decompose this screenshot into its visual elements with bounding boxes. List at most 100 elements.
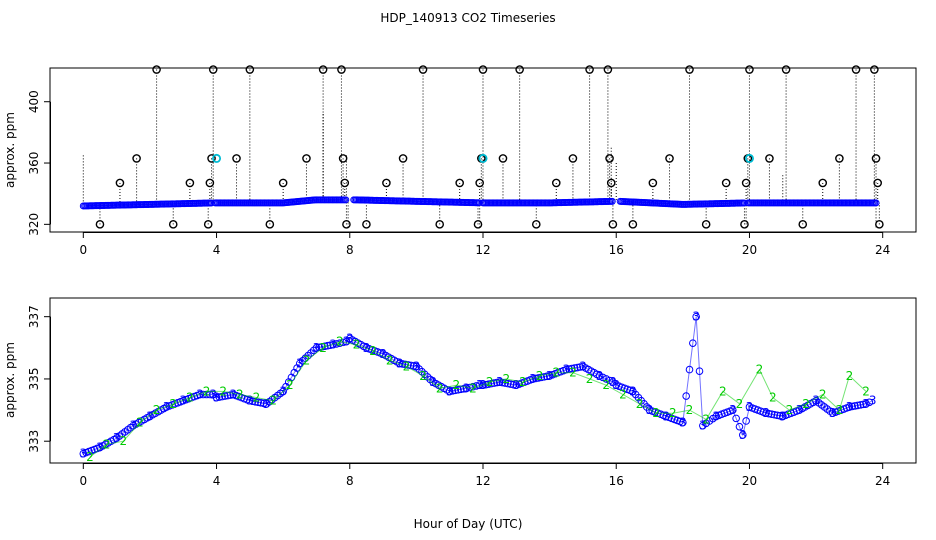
series-3-point [454,386,462,394]
series-3-label: 3 [679,416,687,430]
series-3-label: 3 [739,428,747,442]
outlier-point [606,178,616,188]
baseline-point [872,199,880,207]
series-3-point [215,393,224,401]
y-tick-label: 320 [27,213,41,236]
outlier-point [418,65,428,74]
series-3-label: 3 [363,341,371,355]
series-3-label: 3 [79,447,87,461]
outlier-point [95,220,105,229]
x-tick-label: 12 [475,474,490,488]
series-3-label: 3 [329,338,337,352]
outlier-point [115,178,125,188]
series-3-label: 3 [96,440,104,454]
series-3-label: 3 [609,375,617,389]
outlier-point [665,154,674,163]
series-2-label: 2 [203,384,211,398]
series-3-point [570,364,579,372]
series-3-point [568,364,576,373]
series-3-label: 3 [762,406,770,420]
outlier-point [740,220,749,229]
series-3-label: 3 [229,388,237,402]
series-3-label: 3 [746,400,754,414]
series-2-label: 2 [419,369,427,383]
outlier-point [603,65,613,74]
series-3-point [221,392,229,400]
series-3-point [865,398,874,407]
x-tick-label: 20 [742,243,757,257]
outlier-point [873,178,882,188]
series-3-point [490,379,498,387]
series-3-point [540,373,548,381]
outlier-point [265,220,275,229]
outlier-point [531,220,541,229]
outlier-point [765,154,774,163]
series-3-label: 3 [146,409,154,423]
x-tick-label: 4 [213,243,221,257]
series-2-label: 2 [103,437,111,451]
series-3-point [682,392,690,400]
outlier-point [608,220,618,229]
baseline-point [608,197,616,205]
outlier-point [515,65,524,74]
series-3-point [729,406,737,414]
outlier-point [473,220,483,229]
top-plot-frame [49,67,917,233]
outlier-point [798,220,808,229]
series-3-label: 3 [113,431,121,445]
series-3-label: 3 [496,375,504,389]
series-3-label: 3 [596,369,604,383]
series-2-label: 2 [486,375,494,389]
outlier-point [851,65,861,74]
series-3-label: 3 [779,409,787,423]
series-2-label: 2 [769,391,777,405]
y-tick-label: 333 [27,430,41,453]
series-2-label: 2 [702,412,710,426]
series-3-point [537,373,546,382]
baseline-point [475,199,483,207]
series-3-point [856,401,865,409]
series-3-label: 3 [629,384,637,398]
outlier-point [605,154,614,163]
series-3-label: 3 [379,347,387,361]
series-3-label: 3 [163,400,171,414]
series-3-point [851,402,859,410]
series-2-label: 2 [502,372,510,386]
series-3-label: 3 [296,356,304,370]
outlier-point [835,154,844,163]
series-2-label: 2 [819,388,827,402]
x-tick-label: 8 [346,474,354,488]
series-3-point [543,372,551,381]
series-3-label: 3 [862,397,870,411]
series-3-label: 3 [463,381,471,395]
series-3-point [853,401,862,410]
outlier-point [340,178,350,188]
series-3-label: 3 [546,369,554,383]
series-2-label: 2 [586,372,594,386]
outlier-point [132,154,141,163]
highlight-point [478,153,488,163]
outlier-point [152,65,161,74]
series-2-label: 2 [286,378,294,392]
y-tick-label: 360 [27,152,41,175]
series-2-label: 2 [602,378,610,392]
outlier-point [781,65,791,74]
outlier-point [498,154,508,163]
x-tick-label: 24 [875,474,890,488]
series-3-label: 3 [196,388,204,402]
series-3-label: 3 [346,331,354,345]
y-tick-label: 335 [27,367,41,390]
series-3-point [529,375,537,383]
series-3-point [692,312,700,321]
series-3-point [445,387,454,396]
series-3-label: 3 [209,388,217,402]
series-3-point [487,379,496,388]
series-2-label: 2 [652,406,660,420]
series-3-point [448,387,457,395]
bottom-x-axis: 0 4 8 12 16 20 24 [79,463,890,488]
series-3-label: 3 [829,406,837,420]
top-plot-marks [79,65,884,229]
highlight-point [212,153,222,163]
top-x-axis: 0 4 8 12 16 20 24 [79,232,890,257]
x-tick-label: 8 [346,243,354,257]
